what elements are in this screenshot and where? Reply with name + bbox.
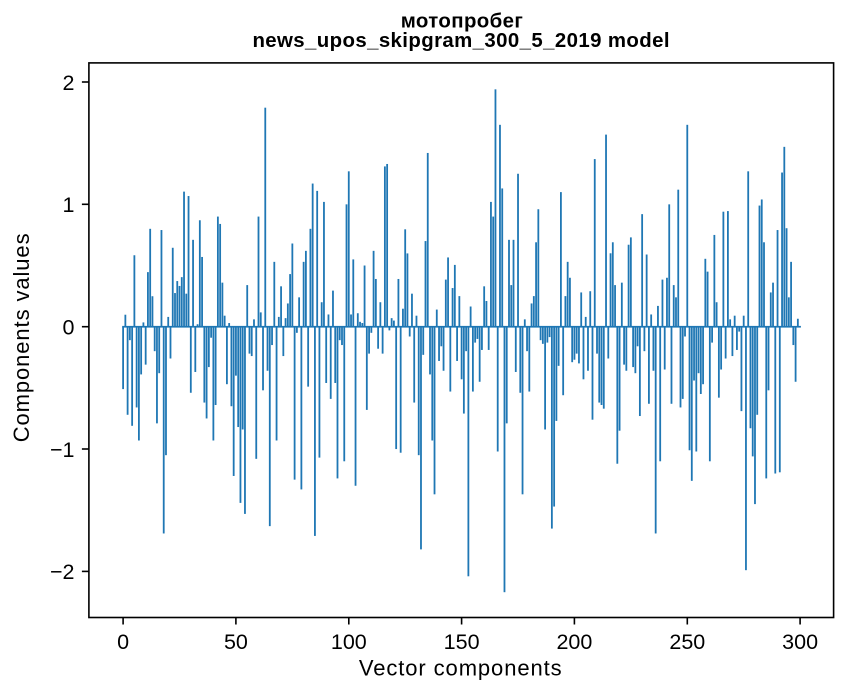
- svg-text:100: 100: [331, 630, 367, 654]
- svg-text:150: 150: [444, 630, 480, 654]
- svg-text:−1: −1: [50, 438, 75, 462]
- svg-text:мотопробег: мотопробег: [401, 10, 524, 32]
- svg-text:1: 1: [63, 193, 75, 217]
- svg-text:−2: −2: [50, 560, 75, 584]
- svg-text:50: 50: [224, 630, 248, 654]
- svg-text:250: 250: [669, 630, 705, 654]
- svg-text:200: 200: [556, 630, 592, 654]
- svg-text:2: 2: [63, 71, 75, 95]
- svg-text:Vector components: Vector components: [359, 656, 563, 681]
- svg-text:300: 300: [782, 630, 818, 654]
- svg-text:0: 0: [117, 630, 129, 654]
- svg-text:news_upos_skipgram_300_5_2019: news_upos_skipgram_300_5_2019 model: [252, 30, 670, 52]
- svg-text:0: 0: [63, 316, 75, 340]
- svg-text:Components values: Components values: [9, 233, 34, 443]
